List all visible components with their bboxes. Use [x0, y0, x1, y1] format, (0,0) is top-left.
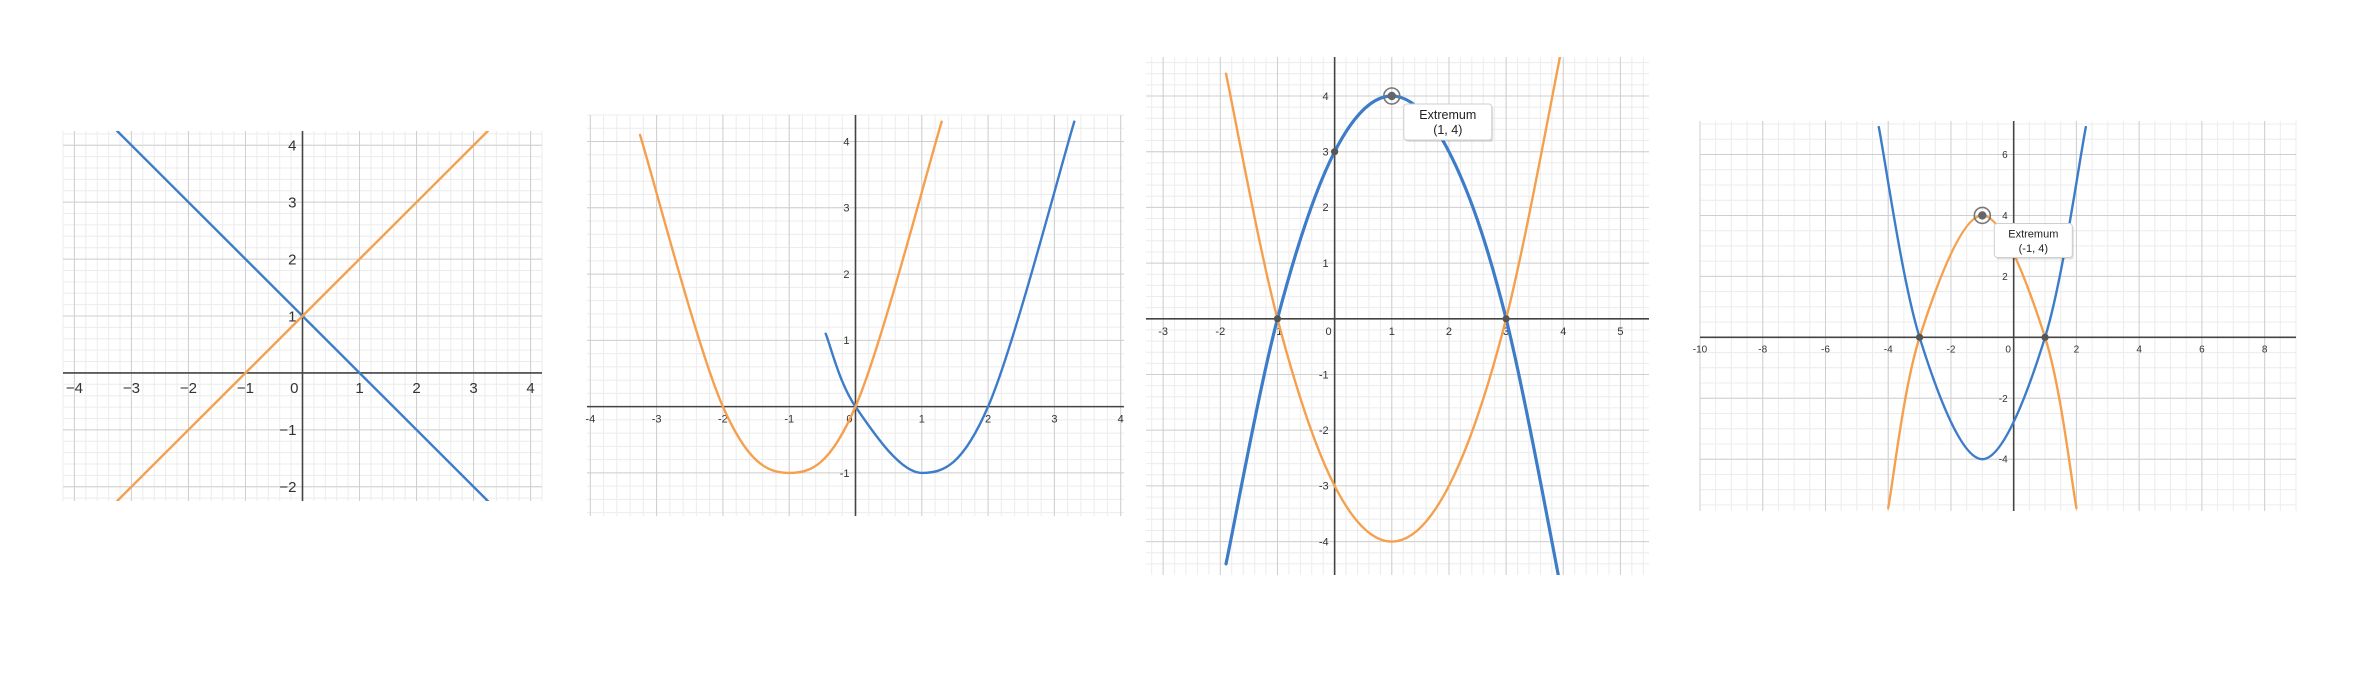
y-tick-label: 2: [843, 269, 849, 281]
x-tick-label: 4: [2136, 344, 2142, 355]
x-tick-label: 0: [1326, 326, 1332, 338]
y-tick-label: 1: [843, 335, 849, 347]
x-tick-label: 6: [2199, 344, 2205, 355]
x-tick-label: -4: [585, 414, 595, 426]
x-tick-label: 4: [1118, 414, 1124, 426]
x-tick-label: 2: [412, 380, 420, 397]
extremum-marker-ring[interactable]: [1382, 87, 1401, 105]
extremum-tooltip: Extremum(1, 4): [1403, 103, 1494, 142]
y-tick-label: 3: [288, 194, 296, 211]
y-tick-label: 4: [1323, 91, 1329, 103]
y-tick-label: 2: [2002, 272, 2008, 283]
axes: [1700, 121, 2296, 511]
y-tick-label: −2: [279, 479, 296, 496]
x-tick-label: −4: [66, 380, 83, 397]
extremum-marker[interactable]: [1978, 211, 1987, 220]
x-tick-label: -8: [1758, 344, 1767, 355]
x-tick-label: 4: [1560, 326, 1566, 338]
x-tick-label: 4: [526, 380, 534, 397]
y-tick-label: 1: [1323, 258, 1329, 270]
function-curve-blue[interactable]: [1877, 125, 2088, 461]
y-tick-label: -1: [840, 468, 850, 480]
axes: [1146, 57, 1649, 575]
x-tick-label: 0: [290, 380, 298, 397]
intersection-point[interactable]: [1915, 333, 1924, 341]
graph-panel-1[interactable]: −4 −3 −2 −1 0 1 2 3 4 −2 −1 1 2 3 4: [62, 131, 543, 501]
curves: [115, 131, 490, 501]
extremum-value: (-1, 4): [2019, 243, 2048, 255]
x-tick-label: 5: [1617, 326, 1623, 338]
y-tick-label: 4: [288, 137, 296, 154]
y-tick-label: 3: [1323, 147, 1329, 159]
y-tick-label: 4: [2002, 211, 2008, 222]
y-tick-label: 6: [2002, 150, 2008, 161]
x-tick-label: 3: [469, 380, 477, 397]
x-tick-label: 1: [919, 414, 925, 426]
x-tick-label: -1: [784, 414, 794, 426]
minor-grid: [1699, 121, 2297, 511]
extremum-marker[interactable]: [1387, 91, 1396, 101]
x-tick-label: −3: [123, 380, 140, 397]
curves: [638, 120, 1076, 475]
x-tick-label: 8: [2262, 344, 2268, 355]
y-tick-label: -1: [1319, 369, 1329, 381]
extremum-marker-ring[interactable]: [1973, 206, 1992, 225]
graph-panel-4[interactable]: -10 -8 -6 -4 -2 0 2 4 6 8 -4 -2 2 4 6 Extremum (-1, 4): [1693, 121, 2297, 511]
x-tick-label: 2: [2074, 344, 2080, 355]
x-tick-label: 0: [2005, 344, 2011, 355]
tick-labels: −4 −3 −2 −1 0 1 2 3 4 −2 −1 1 2 3 4: [66, 137, 535, 496]
y-tick-label: 2: [1323, 202, 1329, 214]
x-tick-label: 1: [1389, 326, 1395, 338]
x-tick-label: -2: [1215, 326, 1225, 338]
x-tick-label: 2: [985, 414, 991, 426]
x-tick-label: -3: [652, 414, 662, 426]
y-tick-label: −1: [279, 422, 296, 439]
x-tick-label: 3: [1051, 414, 1057, 426]
y-tick-label: 3: [843, 203, 849, 215]
intersection-point[interactable]: [1273, 315, 1282, 323]
y-tick-label: -3: [1319, 481, 1329, 493]
y-tick-label: 4: [843, 136, 849, 148]
minor-grid: [1146, 57, 1649, 575]
x-tick-label: -10: [1693, 344, 1708, 355]
x-tick-label: -6: [1821, 344, 1830, 355]
y-tick-label: 1: [288, 308, 296, 325]
y-tick-label: 2: [288, 251, 296, 268]
intersection-point[interactable]: [2041, 333, 2049, 341]
tick-labels: -3 -2 -1 0 1 2 3 4 5 -4 -3 -2 -1 1 2 3 4: [1158, 91, 1623, 549]
x-tick-label: 1: [355, 380, 363, 397]
graph-panel-3[interactable]: -3 -2 -1 0 1 2 3 4 5 -4 -3 -2 -1 1 2 3 4 Extremum(1, 4): [1146, 40, 1649, 630]
x-tick-label: -4: [1884, 344, 1893, 355]
x-tick-label: -3: [1158, 326, 1168, 338]
function-curve-orange[interactable]: [1224, 40, 1563, 543]
tick-labels: -10 -8 -6 -4 -2 0 2 4 6 8 -4 -2 2 4 6: [1693, 150, 2268, 466]
y-tick-label: -4: [1319, 536, 1329, 548]
y-tick-label: -2: [1999, 394, 2008, 405]
x-tick-label: −2: [180, 380, 197, 397]
axes: [587, 115, 1124, 516]
extremum-tooltip: Extremum (-1, 4): [1993, 222, 2074, 260]
intersection-point[interactable]: [1502, 315, 1510, 323]
extremum-label: Extremum: [2008, 229, 2058, 241]
extremum-label: Extremum: [1419, 108, 1476, 122]
function-curve-blue[interactable]: [824, 120, 1076, 475]
x-tick-label: -1: [1273, 326, 1283, 338]
x-tick-label: 3: [1503, 326, 1509, 338]
function-curve-orange[interactable]: [115, 131, 490, 501]
function-curve-orange[interactable]: [638, 120, 943, 475]
x-tick-label: -2: [1946, 344, 1955, 355]
x-tick-label: −1: [237, 380, 254, 397]
x-tick-label: -2: [718, 414, 728, 426]
x-tick-label: 2: [1446, 326, 1452, 338]
intersection-point[interactable]: [1331, 148, 1339, 156]
major-grid: [1699, 121, 2296, 511]
extremum-value: (1, 4): [1433, 123, 1462, 137]
y-tick-label: -4: [1999, 455, 2008, 466]
y-tick-label: -2: [1319, 425, 1329, 437]
